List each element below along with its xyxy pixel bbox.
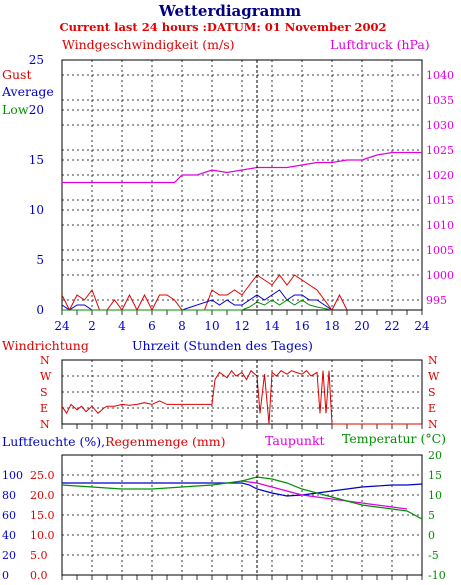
time-x-tick-label: 22 bbox=[384, 319, 399, 333]
humidity-y-tick-label: 80 bbox=[2, 489, 16, 502]
humidity-line bbox=[62, 482, 423, 497]
rain-y-tick-label: 0.0 bbox=[30, 569, 48, 582]
wind-direction-chart: N NW WS SE EN N bbox=[40, 354, 440, 431]
temperature-y-tick-label: 15 bbox=[428, 469, 442, 482]
pressure-y-tick-label: 1000 bbox=[426, 269, 454, 282]
time-x-tick-label: 4 bbox=[118, 319, 126, 333]
direction-y-tick-left: S bbox=[40, 386, 48, 399]
humidity-y-tick-label: 60 bbox=[2, 509, 16, 522]
pressure-y-tick-label: 1035 bbox=[426, 94, 454, 107]
page-title: Wetterdiagramm bbox=[158, 2, 301, 20]
time-x-tick-label: 6 bbox=[148, 319, 156, 333]
temperature-y-tick-label: -10 bbox=[428, 569, 446, 582]
humidity-temperature-chart: 10080604020025.020.015.010.05.00.0201510… bbox=[2, 449, 446, 582]
direction-line bbox=[61, 369, 422, 425]
pressure-axis-label: Luftdruck (hPa) bbox=[330, 37, 430, 52]
pressure-y-tick-label: 1025 bbox=[426, 144, 454, 157]
rain-y-tick-label: 25.0 bbox=[30, 469, 55, 482]
wind-y-tick-label: 0 bbox=[36, 303, 44, 317]
direction-y-tick-right: N bbox=[428, 418, 438, 431]
time-x-tick-label: 10 bbox=[204, 319, 219, 333]
dewpoint-line bbox=[241, 480, 408, 510]
time-x-tick-label: 16 bbox=[294, 319, 309, 333]
page-subtitle: Current last 24 hours :DATUM: 01 Novembe… bbox=[59, 20, 386, 34]
temperature-y-tick-label: -5 bbox=[428, 549, 439, 562]
direction-y-tick-left: N bbox=[40, 354, 50, 367]
legend-low: Low bbox=[2, 102, 29, 117]
temperature-label: Temperatur (°C) bbox=[342, 431, 446, 446]
wind-y-tick-label: 15 bbox=[29, 153, 44, 167]
wind-y-tick-label: 5 bbox=[36, 253, 44, 267]
direction-y-tick-left: N bbox=[40, 418, 50, 431]
pressure-y-tick-label: 995 bbox=[426, 294, 447, 307]
humidity-y-tick-label: 100 bbox=[2, 469, 23, 482]
temperature-y-tick-label: 0 bbox=[428, 529, 435, 542]
humidity-label: Luftfeuchte (%), bbox=[2, 434, 105, 449]
time-x-tick-label: 20 bbox=[354, 319, 369, 333]
rain-y-tick-label: 20.0 bbox=[30, 489, 55, 502]
legend-average: Average bbox=[1, 84, 54, 99]
gust-line bbox=[61, 274, 348, 312]
pressure-y-tick-label: 1020 bbox=[426, 169, 454, 182]
wind-y-tick-label: 10 bbox=[29, 203, 44, 217]
temperature-y-tick-label: 10 bbox=[428, 489, 442, 502]
time-x-tick-label: 2 bbox=[88, 319, 96, 333]
pressure-y-tick-label: 1015 bbox=[426, 194, 454, 207]
humidity-y-tick-label: 20 bbox=[2, 549, 16, 562]
rain-y-tick-label: 5.0 bbox=[30, 549, 48, 562]
pressure-y-tick-label: 1005 bbox=[426, 244, 454, 257]
direction-y-tick-right: N bbox=[428, 354, 438, 367]
direction-y-tick-right: E bbox=[428, 402, 436, 415]
time-x-tick-label: 12 bbox=[234, 319, 249, 333]
time-x-tick-label: 24 bbox=[54, 319, 70, 333]
pressure-y-tick-label: 1040 bbox=[426, 69, 454, 82]
direction-y-tick-right: W bbox=[428, 370, 440, 383]
direction-y-tick-left: E bbox=[40, 402, 48, 415]
pressure-line bbox=[62, 151, 422, 184]
temperature-y-tick-label: 5 bbox=[428, 509, 435, 522]
rain-label: Regenmenge (mm) bbox=[105, 434, 225, 449]
wind-y-tick-label: 20 bbox=[29, 103, 44, 117]
rain-y-tick-label: 10.0 bbox=[30, 529, 55, 542]
time-x-tick-label: 24 bbox=[414, 319, 430, 333]
direction-y-tick-right: S bbox=[428, 386, 436, 399]
wind-direction-label: Windrichtung bbox=[2, 338, 89, 353]
dewpoint-label: Taupunkt bbox=[265, 433, 325, 448]
humidity-y-tick-label: 40 bbox=[2, 529, 16, 542]
pressure-y-tick-label: 1030 bbox=[426, 119, 454, 132]
time-x-tick-label: 14 bbox=[264, 319, 280, 333]
rain-y-tick-label: 15.0 bbox=[30, 509, 55, 522]
humidity-y-tick-label: 0 bbox=[2, 569, 9, 582]
wind-pressure-chart: 0510152025995100010051010101510201025103… bbox=[29, 53, 454, 333]
temperature-line bbox=[61, 476, 423, 520]
time-x-tick-label: 8 bbox=[178, 319, 186, 333]
direction-y-tick-left: W bbox=[40, 370, 52, 383]
temperature-y-tick-label: 20 bbox=[428, 449, 442, 462]
wind-y-tick-label: 25 bbox=[29, 53, 44, 67]
legend-gust: Gust bbox=[2, 67, 31, 82]
low-line bbox=[62, 299, 333, 311]
time-axis-label: Uhrzeit (Stunden des Tages) bbox=[132, 338, 313, 353]
humidity-rain-label: Luftfeuchte (%),Regenmenge (mm) bbox=[2, 434, 226, 449]
pressure-y-tick-label: 1010 bbox=[426, 219, 454, 232]
wind-speed-axis-label: Windgeschwindigkeit (m/s) bbox=[62, 37, 235, 52]
time-x-tick-label: 18 bbox=[324, 319, 339, 333]
